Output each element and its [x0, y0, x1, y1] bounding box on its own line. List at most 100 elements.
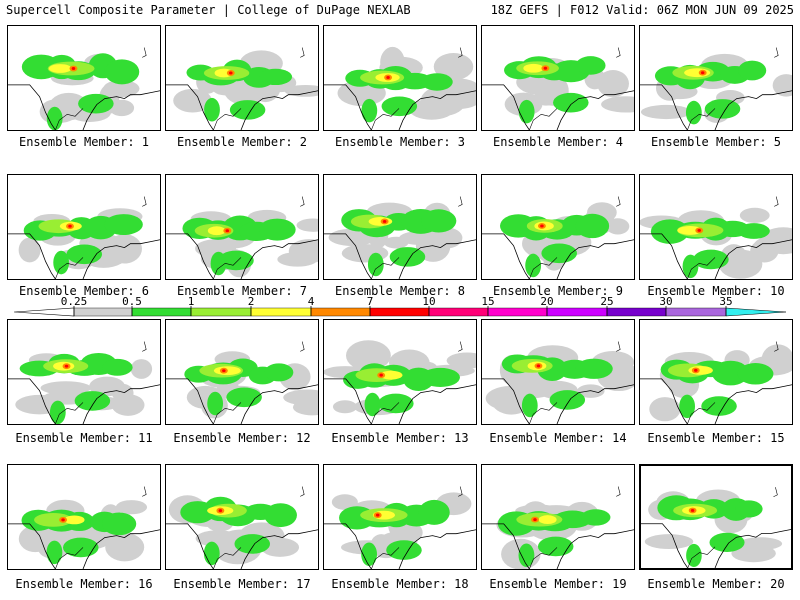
member-map: [482, 47, 634, 130]
lake-outline: [142, 486, 147, 497]
lake-outline: [616, 196, 621, 207]
member-map-panel[interactable]: [481, 174, 635, 280]
scp-field-red: [225, 229, 230, 233]
member-label: Ensemble Member: 17: [173, 577, 311, 591]
scp-field-light-green: [34, 513, 73, 527]
member-map-panel[interactable]: [7, 174, 161, 280]
member-map-panel[interactable]: [639, 174, 793, 280]
lake-outline: [142, 341, 147, 352]
member-label: Ensemble Member: 9: [492, 284, 624, 298]
member-map-panel[interactable]: [323, 464, 477, 570]
scp-field-yellow: [379, 370, 403, 380]
legend-tick-label: 25: [600, 296, 613, 308]
scp-field-red: [379, 373, 383, 377]
scp-field-yellow: [368, 217, 393, 226]
member-map-panel[interactable]: [323, 174, 477, 280]
scp-field-yellow: [48, 64, 72, 73]
legend-tick-label: 4: [308, 296, 315, 308]
coastline: [8, 84, 160, 130]
member-map-panel[interactable]: [481, 319, 635, 425]
member-map: [324, 340, 476, 424]
member-map-panel[interactable]: [165, 464, 319, 570]
member-map: [166, 486, 318, 569]
member-label: Ensemble Member: 11: [15, 431, 153, 445]
legend-color-box: [369, 307, 430, 317]
member-map-panel[interactable]: [165, 319, 319, 425]
lake-outline: [458, 47, 463, 58]
legend-color-box: [546, 307, 608, 317]
coastline: [640, 378, 792, 424]
coastline: [324, 233, 476, 279]
scp-field-red: [386, 76, 390, 79]
coastline: [166, 233, 318, 279]
coastline: [8, 523, 160, 569]
scp-field-low: [15, 353, 153, 416]
member-map-panel[interactable]: [7, 319, 161, 425]
member-map: [640, 196, 792, 279]
member-map-panel[interactable]: [481, 464, 635, 570]
state-border: [687, 257, 716, 279]
member-map-panel[interactable]: [165, 25, 319, 131]
member-map-panel[interactable]: [481, 25, 635, 131]
scp-field-red: [68, 224, 72, 228]
member-map: [641, 487, 791, 568]
member-map: [166, 341, 318, 424]
legend-color-box: [428, 307, 489, 317]
member-map-panel[interactable]: [7, 25, 161, 131]
member-map-panel[interactable]: [323, 319, 477, 425]
legend-tick-label: 0.25: [61, 296, 88, 308]
legend-arrow-right: [725, 307, 786, 317]
state-border: [55, 108, 84, 130]
state-border: [213, 547, 242, 569]
lake-outline: [300, 341, 305, 352]
lake-outline: [616, 341, 621, 352]
member-map-panel[interactable]: [7, 464, 161, 570]
legend-color-box: [606, 307, 667, 317]
member-map-panel[interactable]: [165, 174, 319, 280]
member-map: [8, 341, 160, 424]
legend-tick-label: 10: [422, 296, 435, 308]
state-border: [687, 546, 716, 568]
state-border: [371, 547, 400, 569]
state-border: [55, 402, 84, 424]
coastline: [482, 523, 634, 569]
member-map-panel[interactable]: [639, 319, 793, 425]
state-border: [687, 402, 716, 424]
state-border: [529, 108, 558, 130]
scp-field-red: [700, 71, 705, 75]
member-map-panel[interactable]: [323, 25, 477, 131]
state-border: [371, 402, 400, 424]
member-map-panel[interactable]: [639, 464, 793, 570]
scp-field-yellow: [64, 515, 85, 525]
state-border: [213, 257, 242, 279]
legend-tick-label: 7: [367, 296, 374, 308]
member-label: Ensemble Member: 20: [647, 577, 785, 591]
state-border: [371, 257, 400, 279]
scp-field-red: [382, 219, 387, 223]
state-border: [213, 108, 242, 130]
scp-field-red: [690, 509, 695, 512]
member-label: Ensemble Member: 5: [650, 135, 782, 149]
scp-field-red: [693, 368, 698, 372]
member-map: [640, 47, 792, 130]
scp-field-red: [64, 364, 69, 368]
scp-field-green: [184, 358, 294, 416]
state-border: [529, 547, 558, 569]
lake-outline: [458, 341, 463, 352]
member-label: Ensemble Member: 19: [489, 577, 627, 591]
coastline: [640, 233, 792, 279]
lake-outline: [300, 47, 305, 58]
coastline: [641, 523, 791, 568]
member-label: Ensemble Member: 13: [331, 431, 469, 445]
legend-color-box: [665, 307, 727, 317]
member-map: [482, 341, 634, 424]
lake-outline: [458, 196, 463, 207]
lake-outline: [458, 486, 463, 497]
scp-field-yellow: [207, 226, 226, 236]
legend-tick-label: 2: [248, 296, 255, 308]
legend-tick-label: 0.5: [122, 296, 142, 308]
scp-field-red: [375, 513, 380, 517]
member-label: Ensemble Member: 14: [489, 431, 627, 445]
member-map-panel[interactable]: [639, 25, 793, 131]
member-label: Ensemble Member: 4: [492, 135, 624, 149]
